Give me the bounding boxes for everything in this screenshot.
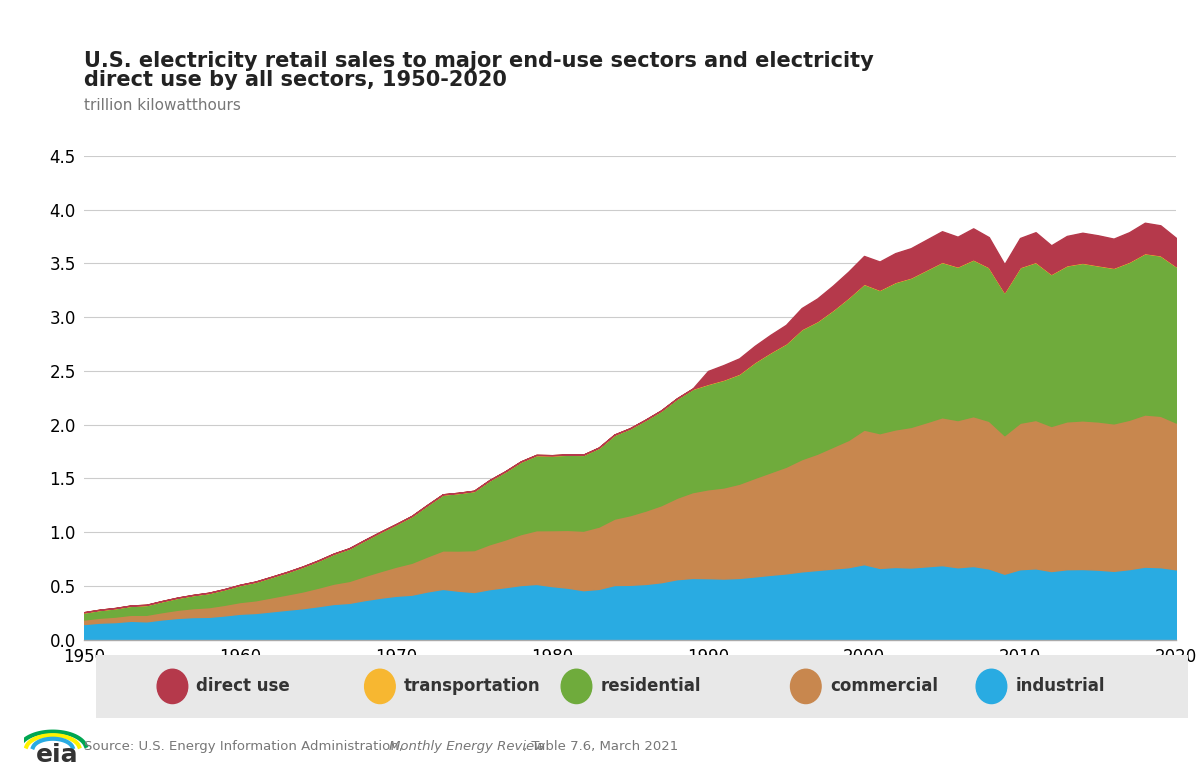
Text: direct use: direct use (197, 677, 290, 696)
Text: eia: eia (36, 743, 79, 768)
Ellipse shape (562, 669, 592, 704)
Text: direct use by all sectors, 1950-2020: direct use by all sectors, 1950-2020 (84, 70, 506, 90)
Ellipse shape (976, 669, 1007, 704)
Text: , Table 7.6, March 2021: , Table 7.6, March 2021 (523, 739, 678, 753)
Text: industrial: industrial (1015, 677, 1105, 696)
Text: residential: residential (600, 677, 701, 696)
Ellipse shape (365, 669, 395, 704)
Text: U.S. electricity retail sales to major end-use sectors and electricity: U.S. electricity retail sales to major e… (84, 51, 874, 71)
Text: commercial: commercial (830, 677, 938, 696)
Text: Source: U.S. Energy Information Administration,: Source: U.S. Energy Information Administ… (84, 739, 407, 753)
Text: Monthly Energy Review: Monthly Energy Review (389, 739, 545, 753)
Text: transportation: transportation (404, 677, 540, 696)
Text: trillion kilowatthours: trillion kilowatthours (84, 98, 241, 112)
Ellipse shape (157, 669, 187, 704)
Ellipse shape (791, 669, 821, 704)
